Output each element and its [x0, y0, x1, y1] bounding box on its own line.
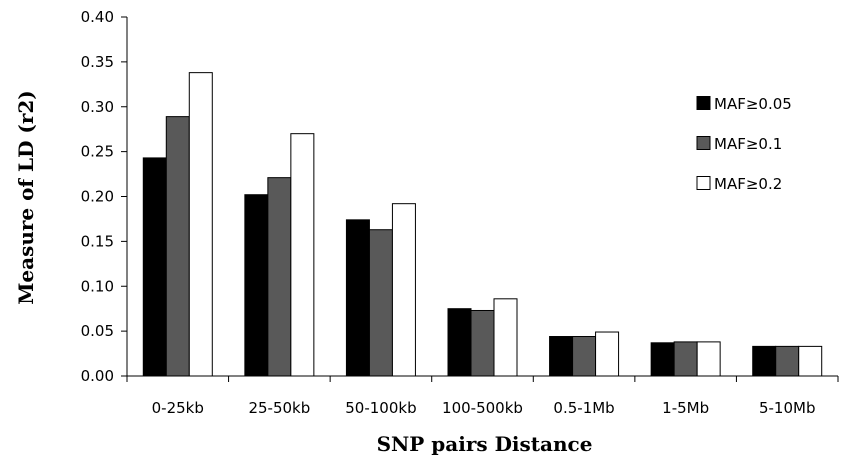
bar-1-6 [650, 342, 675, 377]
x-tick-label: 50-100kb [345, 399, 416, 417]
bar-2-2 [267, 177, 292, 377]
y-tick-label: 0.20 [81, 188, 114, 206]
x-tick-label: 25-50kb [248, 399, 310, 417]
y-tick-label: 0.05 [81, 322, 114, 340]
y-tick-label: 0.10 [81, 277, 114, 295]
bar-1-4 [447, 308, 472, 377]
legend: MAF≥0.05 MAF≥0.1 MAF≥0.2 [696, 95, 792, 193]
y-tick-label: 0.40 [81, 8, 114, 26]
y-axis-title: Measure of LD (r2) [14, 90, 38, 305]
bar-2-5 [572, 336, 597, 377]
x-tick-label: 0-25kb [152, 399, 204, 417]
bars-group [142, 72, 823, 377]
bar-3-6 [696, 341, 721, 377]
bar-3-4 [493, 298, 518, 377]
bar-2-7 [775, 345, 800, 377]
x-axis-title: SNP pairs Distance [377, 432, 593, 456]
y-tick-label: 0.00 [81, 367, 114, 385]
y-tick-label: 0.15 [81, 232, 114, 250]
x-tick-label: 1-5Mb [662, 399, 709, 417]
y-tick-label: 0.35 [81, 53, 114, 71]
x-axis: 0-25kb 25-50kb 50-100kb 100-500kb 0.5-1Mb 1-5… [126, 375, 839, 417]
legend-swatch [696, 176, 711, 190]
bar-3-7 [798, 345, 823, 377]
y-axis: 0.00 0.05 0.10 0.15 0.20 0.25 0.30 0.35 0.40 [81, 8, 128, 385]
legend-swatch [696, 136, 711, 150]
bar-3-1 [188, 72, 213, 377]
bar-2-6 [673, 341, 698, 377]
x-tick-label: 5-10Mb [759, 399, 816, 417]
bar-2-4 [470, 309, 495, 377]
x-tick-label: 0.5-1Mb [553, 399, 614, 417]
bar-3-5 [595, 331, 620, 377]
bar-2-3 [368, 229, 393, 377]
bar-1-2 [244, 194, 269, 377]
bar-1-3 [345, 219, 370, 377]
legend-label: MAF≥0.1 [714, 135, 782, 153]
bar-2-1 [165, 116, 190, 377]
bar-1-1 [142, 157, 167, 377]
bar-3-3 [391, 203, 416, 377]
bar-3-2 [290, 133, 315, 377]
bar-1-7 [752, 345, 777, 377]
bar-1-5 [549, 336, 574, 377]
y-tick-label: 0.25 [81, 143, 114, 161]
legend-label: MAF≥0.2 [714, 175, 782, 193]
x-tick-label: 100-500kb [442, 399, 523, 417]
legend-label: MAF≥0.05 [714, 95, 792, 113]
y-tick-label: 0.30 [81, 98, 114, 116]
legend-swatch [696, 96, 711, 110]
